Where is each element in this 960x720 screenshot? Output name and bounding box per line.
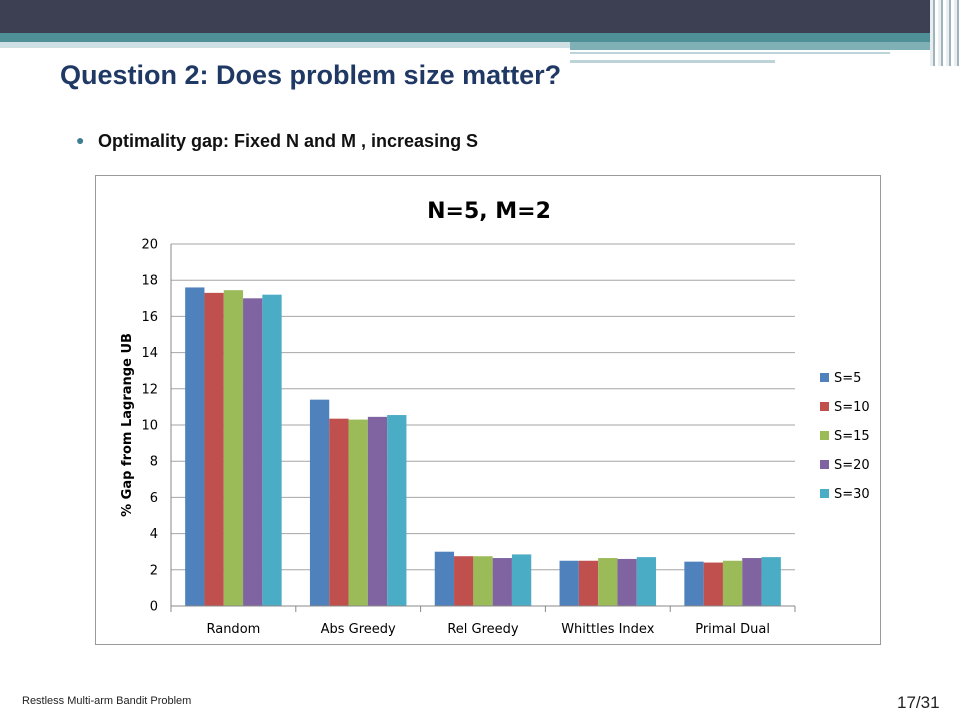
header-rule-2: [570, 60, 775, 63]
x-tick-label: Random: [206, 622, 260, 637]
y-tick-label: 20: [141, 238, 158, 253]
y-tick-label: 4: [150, 527, 158, 542]
bar: [204, 292, 224, 606]
y-axis-label: % Gap from Lagrange UB: [120, 333, 135, 517]
x-tick-label: Whittles Index: [561, 622, 655, 637]
bar: [617, 558, 637, 606]
slide-title: Question 2: Does problem size matter?: [60, 60, 562, 90]
y-tick-label: 10: [141, 419, 158, 434]
header-bar-teal-tab: [570, 42, 960, 50]
bar: [761, 557, 781, 606]
bar: [262, 294, 282, 606]
legend-swatch: [820, 489, 829, 498]
bar: [598, 558, 618, 606]
y-tick-label: 16: [141, 310, 158, 325]
y-tick-label: 18: [141, 274, 158, 289]
legend-swatch: [820, 460, 829, 469]
bar: [367, 416, 388, 606]
x-tick-label: Primal Dual: [695, 622, 770, 637]
legend-swatch: [820, 373, 829, 382]
legend-label: S=20: [834, 458, 870, 473]
legend-label: S=5: [834, 371, 861, 386]
header-bar-light: [0, 42, 570, 48]
header-bar-dark: [0, 0, 960, 33]
bar: [309, 399, 330, 606]
bar: [243, 298, 263, 606]
y-tick-label: 2: [150, 563, 158, 578]
bar: [492, 558, 512, 606]
footer-text: Restless Multi-arm Bandit Problem: [22, 695, 192, 707]
bullet-text: Optimality gap: Fixed N and M , increasi…: [98, 131, 479, 151]
bar: [434, 551, 455, 606]
header-bar-teal: [0, 33, 960, 42]
bullet-item: ● Optimality gap: Fixed N and M , increas…: [76, 131, 478, 152]
bar: [578, 560, 599, 606]
header-rule-1: [570, 52, 890, 54]
x-tick-label: Abs Greedy: [321, 622, 396, 637]
bar: [387, 415, 407, 606]
chart-title: N=5, M=2: [427, 199, 551, 224]
bar: [722, 560, 743, 606]
bar: [329, 418, 349, 606]
bar: [511, 554, 532, 606]
legend-label: S=30: [834, 487, 870, 502]
header-stripes: [930, 0, 960, 66]
bar: [559, 560, 579, 606]
bar: [223, 290, 244, 606]
bar: [684, 561, 704, 606]
legend-swatch: [820, 431, 829, 440]
bar: [473, 556, 493, 606]
bar: [742, 558, 762, 606]
page-number: 17/31: [897, 693, 940, 712]
y-tick-label: 8: [150, 455, 158, 470]
legend-label: S=10: [834, 400, 870, 415]
bar: [636, 557, 657, 606]
y-tick-label: 6: [150, 491, 158, 506]
y-tick-label: 0: [150, 600, 158, 615]
bullet-dot-icon: ●: [76, 132, 85, 148]
bar: [454, 556, 474, 606]
bar-chart: N=5, M=2 0 2 4 6 8 10 12 14 16 18 20 % Gap from Lagr…: [120, 199, 870, 637]
x-tick-label: Rel Greedy: [447, 622, 519, 637]
y-tick-label: 12: [141, 382, 158, 397]
chart-frame: N=5, M=2 0 2 4 6 8 10 12 14 16 18 20 % Gap from Lagr…: [95, 175, 881, 645]
y-tick-label: 14: [141, 346, 158, 361]
bar: [185, 287, 205, 606]
legend-label: S=15: [834, 429, 870, 444]
legend-swatch: [820, 402, 829, 411]
bar: [348, 419, 368, 606]
bar: [703, 562, 723, 606]
